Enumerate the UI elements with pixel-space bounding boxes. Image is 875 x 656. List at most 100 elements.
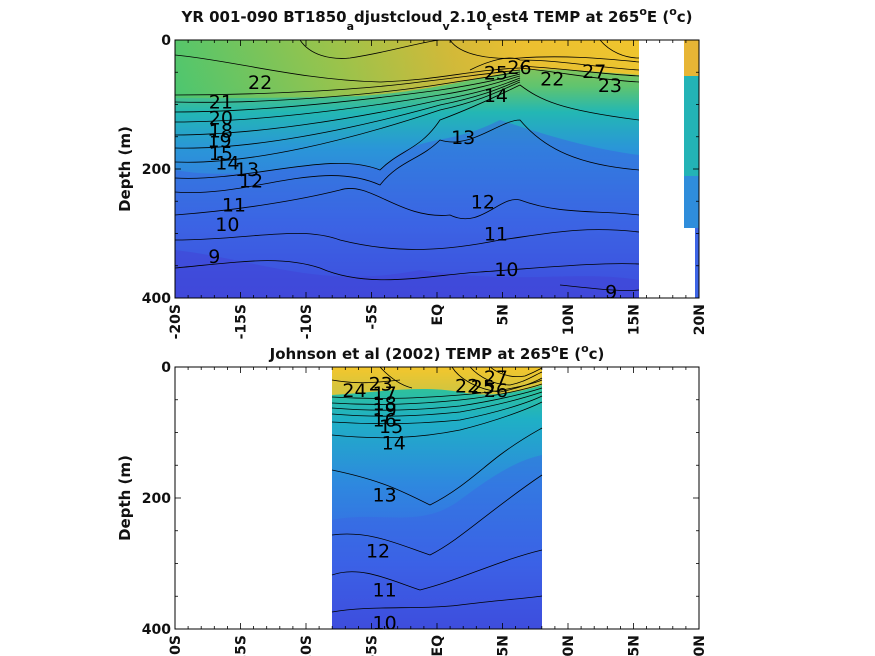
x-tick-label: -15S [234, 635, 250, 656]
contour-p2-22 [451, 367, 543, 393]
contour-label: 23 [598, 75, 622, 97]
contour-p1-24 [519, 65, 640, 77]
contour-p2-16 [331, 391, 543, 417]
x-tick-label: 15N [627, 304, 643, 335]
panel-2-y-ticks: 0 200 400 [142, 360, 699, 638]
contour-label: 17 [373, 383, 397, 405]
y-tick-label: 0 [161, 360, 171, 376]
contour-label: 10 [494, 259, 518, 281]
contour-label: 11 [484, 224, 508, 246]
contour-label: 14 [382, 432, 406, 454]
panel-1-edge-mid [684, 76, 699, 176]
x-tick-label: -15S [234, 304, 250, 339]
contour-label: 18 [373, 393, 397, 415]
contour-p1-18 [175, 75, 521, 123]
x-tick-label: 5N [496, 304, 512, 325]
contour-label: 9 [208, 246, 220, 268]
x-tick-label: 10N [561, 304, 577, 335]
y-tick-label: 0 [161, 33, 171, 49]
contour-p2-13 [331, 427, 543, 506]
contour-label: 22 [540, 69, 564, 91]
contour-p1-26 [449, 40, 640, 63]
x-tick-label: -10S [299, 635, 315, 656]
panel-1-mask-top [644, 40, 684, 58]
panel-2-title: Johnson et al (2002) TEMP at 265oE (oc) [269, 342, 605, 363]
contour-label: 24 [342, 380, 366, 402]
contour-p1-22 [175, 54, 521, 83]
panel-1-y-ticks: 0 200 400 [142, 33, 699, 307]
contour-p2-12 [331, 474, 543, 556]
y-tick-label: 400 [142, 622, 171, 638]
contour-label: 20 [209, 107, 233, 129]
contour-p2-23 [379, 367, 413, 389]
contour-p2-26 [489, 367, 543, 377]
contour-label: 15 [209, 143, 233, 165]
x-tick-label: EQ [430, 304, 446, 326]
contour-p1-13 [175, 119, 640, 194]
contour-p1-19 [175, 73, 521, 113]
contour-label: 25 [471, 377, 495, 399]
x-tick-label: -5S [365, 635, 381, 656]
contour-label: 12 [471, 191, 495, 213]
contour-label: 23 [369, 373, 393, 395]
panel-1-x-ticks: -20S -15S -10S -5S EQ 5N 10N 15N 20N [168, 40, 708, 339]
panel-1-warm-layer [175, 40, 639, 98]
panel-2-x-ticks: -20S -15S -10S -5S EQ 5N 10N 15N 20N [168, 367, 708, 656]
contour-label: 13 [235, 159, 259, 181]
contour-p2-18 [331, 383, 543, 405]
contour-label: 14 [484, 85, 508, 107]
contour-label: 18 [209, 120, 233, 142]
contour-label: 26 [507, 57, 531, 79]
contour-p2-10 [331, 595, 543, 613]
panel-1: YR 001-090 BT1850adjustcloudv2.10test4 T… [116, 5, 708, 339]
contour-p1-23 [519, 67, 640, 83]
contour-label: 22 [248, 72, 272, 94]
x-tick-label: 20N [692, 635, 708, 656]
panel-1-deep-layer [175, 250, 639, 298]
x-tick-label: 5N [496, 635, 512, 656]
contour-p2-14 [331, 401, 543, 439]
contour-p2-15 [331, 395, 543, 425]
contour-p1-17 [175, 77, 521, 136]
y-tick-label: 200 [142, 162, 171, 178]
panel-1-y-label: Depth (m) [116, 126, 134, 212]
panel-2-y-label: Depth (m) [116, 455, 134, 541]
contour-label: 11 [222, 194, 246, 216]
contour-p1-15 [175, 81, 521, 163]
x-tick-label: -20S [168, 304, 184, 339]
panel-1-contours [175, 40, 640, 291]
x-tick-label: 15N [627, 635, 643, 656]
contour-label: 15 [379, 416, 403, 438]
contour-label: 13 [373, 485, 397, 507]
panel-1-title: YR 001-090 BT1850adjustcloudv2.10test4 T… [180, 5, 692, 33]
contour-label: 9 [605, 282, 617, 304]
x-tick-label: 10N [561, 635, 577, 656]
contour-label: 19 [373, 400, 397, 422]
contour-p1-12 [175, 188, 640, 220]
contour-p2-11 [331, 549, 543, 591]
panel-1-edge-cool [684, 176, 699, 228]
contour-p1-9 [559, 284, 640, 291]
contour-label: 12 [366, 540, 390, 562]
contour-p2-25 [469, 367, 543, 386]
contour-p1-warm-a [299, 40, 441, 59]
x-tick-label: EQ [430, 635, 446, 656]
panel-1-edge-mask [684, 228, 695, 298]
contour-label: 10 [373, 612, 397, 634]
contour-label: 10 [215, 214, 239, 236]
contour-label: 14 [215, 153, 239, 175]
contour-label: 27 [484, 367, 508, 389]
contour-label: 11 [373, 580, 397, 602]
panel-2-contours [331, 367, 543, 613]
contour-p1-27 [599, 40, 640, 59]
panel-2: Johnson et al (2002) TEMP at 265oE (oc) [116, 342, 708, 656]
contour-p1-25 [469, 57, 640, 71]
contour-p1-20 [175, 71, 521, 103]
panel-2-cool-layer [332, 455, 542, 629]
contour-p2-17 [331, 387, 543, 411]
contour-label: 26 [484, 380, 508, 402]
contour-label: 19 [207, 130, 231, 152]
